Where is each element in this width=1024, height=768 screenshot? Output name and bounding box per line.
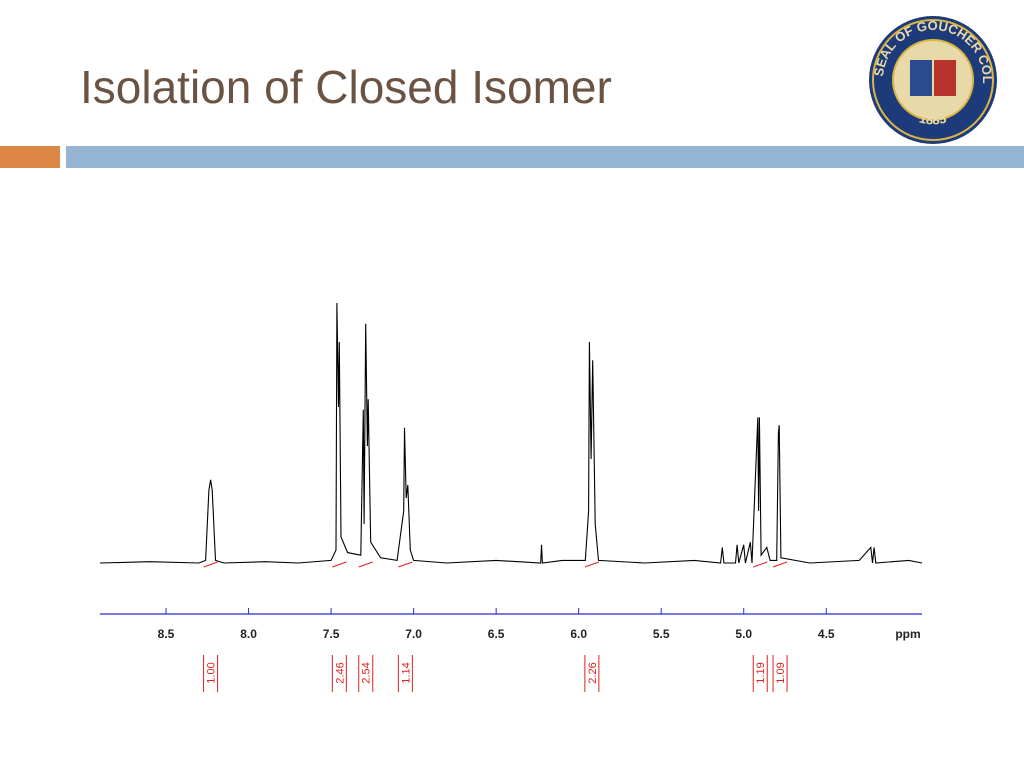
accent-bar: [0, 146, 60, 168]
logo-shield: [910, 60, 932, 96]
slide-title: Isolation of Closed Isomer: [80, 61, 612, 113]
logo-center: [892, 39, 974, 121]
integral-curve: [584, 561, 600, 568]
x-tick-label: 6.0: [570, 627, 587, 641]
x-tick-label: 6.5: [488, 627, 505, 641]
integral-curve: [772, 561, 788, 568]
x-tick-label: 7.0: [405, 627, 422, 641]
x-axis-label: ppm: [895, 627, 920, 641]
x-tick-label: 5.5: [653, 627, 670, 641]
integral-label: 1.09: [775, 662, 787, 683]
spectrum: 8.5 8.0 7.5 7.0 6.5 6.0 5.5 5.0 4.5 ppm 1.00 2.46 2.…: [99, 302, 923, 692]
logo-year-path: 1885: [918, 110, 948, 127]
spectrum-line: [99, 302, 923, 564]
integral-curve: [358, 561, 373, 568]
integral-label: 2.54: [361, 662, 373, 683]
x-tick-label: 5.0: [735, 627, 752, 641]
logo-shield: [934, 60, 956, 96]
x-tick-label: 7.5: [323, 627, 340, 641]
logo-year: 1885: [918, 110, 948, 127]
x-tick-label: 8.5: [158, 627, 175, 641]
integral-label: 2.46: [334, 662, 346, 683]
integral-label: 1.14: [400, 662, 412, 683]
x-tick-label: 8.0: [240, 627, 257, 641]
integral-curve: [398, 561, 413, 568]
integral-label: 1.19: [755, 662, 767, 683]
integral-label: 2.26: [587, 662, 599, 683]
header-bar: [66, 146, 1024, 168]
integral-label: 1.00: [206, 662, 218, 683]
x-tick-label: 4.5: [818, 627, 835, 641]
integral-curve: [753, 561, 768, 568]
integral-curve: [332, 561, 347, 568]
integral-curve: [203, 561, 218, 568]
logo-border: [872, 19, 994, 141]
